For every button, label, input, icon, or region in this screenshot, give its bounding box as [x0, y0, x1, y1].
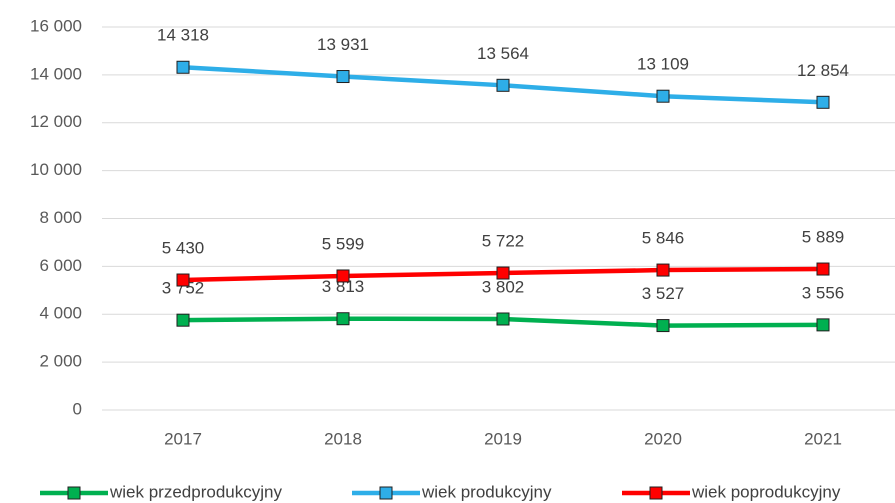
legend-label: wiek przedprodukcyjny — [109, 482, 282, 501]
data-label: 13 109 — [637, 55, 689, 74]
marker — [816, 318, 830, 332]
legend-marker — [67, 486, 81, 500]
x-tick-label: 2017 — [164, 429, 202, 448]
legend-marker — [649, 486, 663, 500]
data-label: 3 813 — [322, 277, 365, 296]
marker — [176, 60, 190, 74]
data-label: 5 599 — [322, 234, 365, 253]
data-label: 3 527 — [642, 284, 685, 303]
marker — [496, 266, 510, 280]
data-label: 12 854 — [797, 61, 849, 80]
marker — [816, 95, 830, 109]
legend-label: wiek poprodukcyjny — [691, 482, 841, 501]
x-tick-label: 2018 — [324, 429, 362, 448]
data-label: 5 889 — [802, 228, 845, 247]
marker — [336, 269, 350, 283]
data-label: 5 722 — [482, 232, 525, 251]
data-label: 3 802 — [482, 277, 525, 296]
y-tick-label: 2 000 — [39, 352, 82, 371]
data-label: 13 564 — [477, 44, 529, 63]
y-tick-label: 8 000 — [39, 208, 82, 227]
legend-label: wiek produkcyjny — [421, 482, 552, 501]
y-tick-label: 14 000 — [30, 64, 82, 83]
y-tick-label: 4 000 — [39, 304, 82, 323]
x-tick-label: 2021 — [804, 429, 842, 448]
x-tick-label: 2020 — [644, 429, 682, 448]
legend-marker — [379, 486, 393, 500]
marker — [656, 263, 670, 277]
y-tick-label: 10 000 — [30, 160, 82, 179]
data-label: 5 846 — [642, 229, 685, 248]
marker — [496, 312, 510, 326]
marker — [176, 273, 190, 287]
y-tick-label: 6 000 — [39, 256, 82, 275]
marker — [336, 70, 350, 84]
y-tick-label: 0 — [73, 399, 82, 418]
marker — [336, 312, 350, 326]
marker — [176, 313, 190, 327]
data-label: 14 318 — [157, 26, 209, 45]
data-label: 5 430 — [162, 239, 205, 258]
data-label: 3 556 — [802, 283, 845, 302]
marker — [656, 319, 670, 333]
data-label: 13 931 — [317, 35, 369, 54]
y-tick-label: 12 000 — [30, 112, 82, 131]
data-label: 3 752 — [162, 279, 205, 298]
marker — [656, 89, 670, 103]
marker — [496, 78, 510, 92]
y-tick-label: 16 000 — [30, 16, 82, 35]
marker — [816, 262, 830, 276]
x-tick-label: 2019 — [484, 429, 522, 448]
